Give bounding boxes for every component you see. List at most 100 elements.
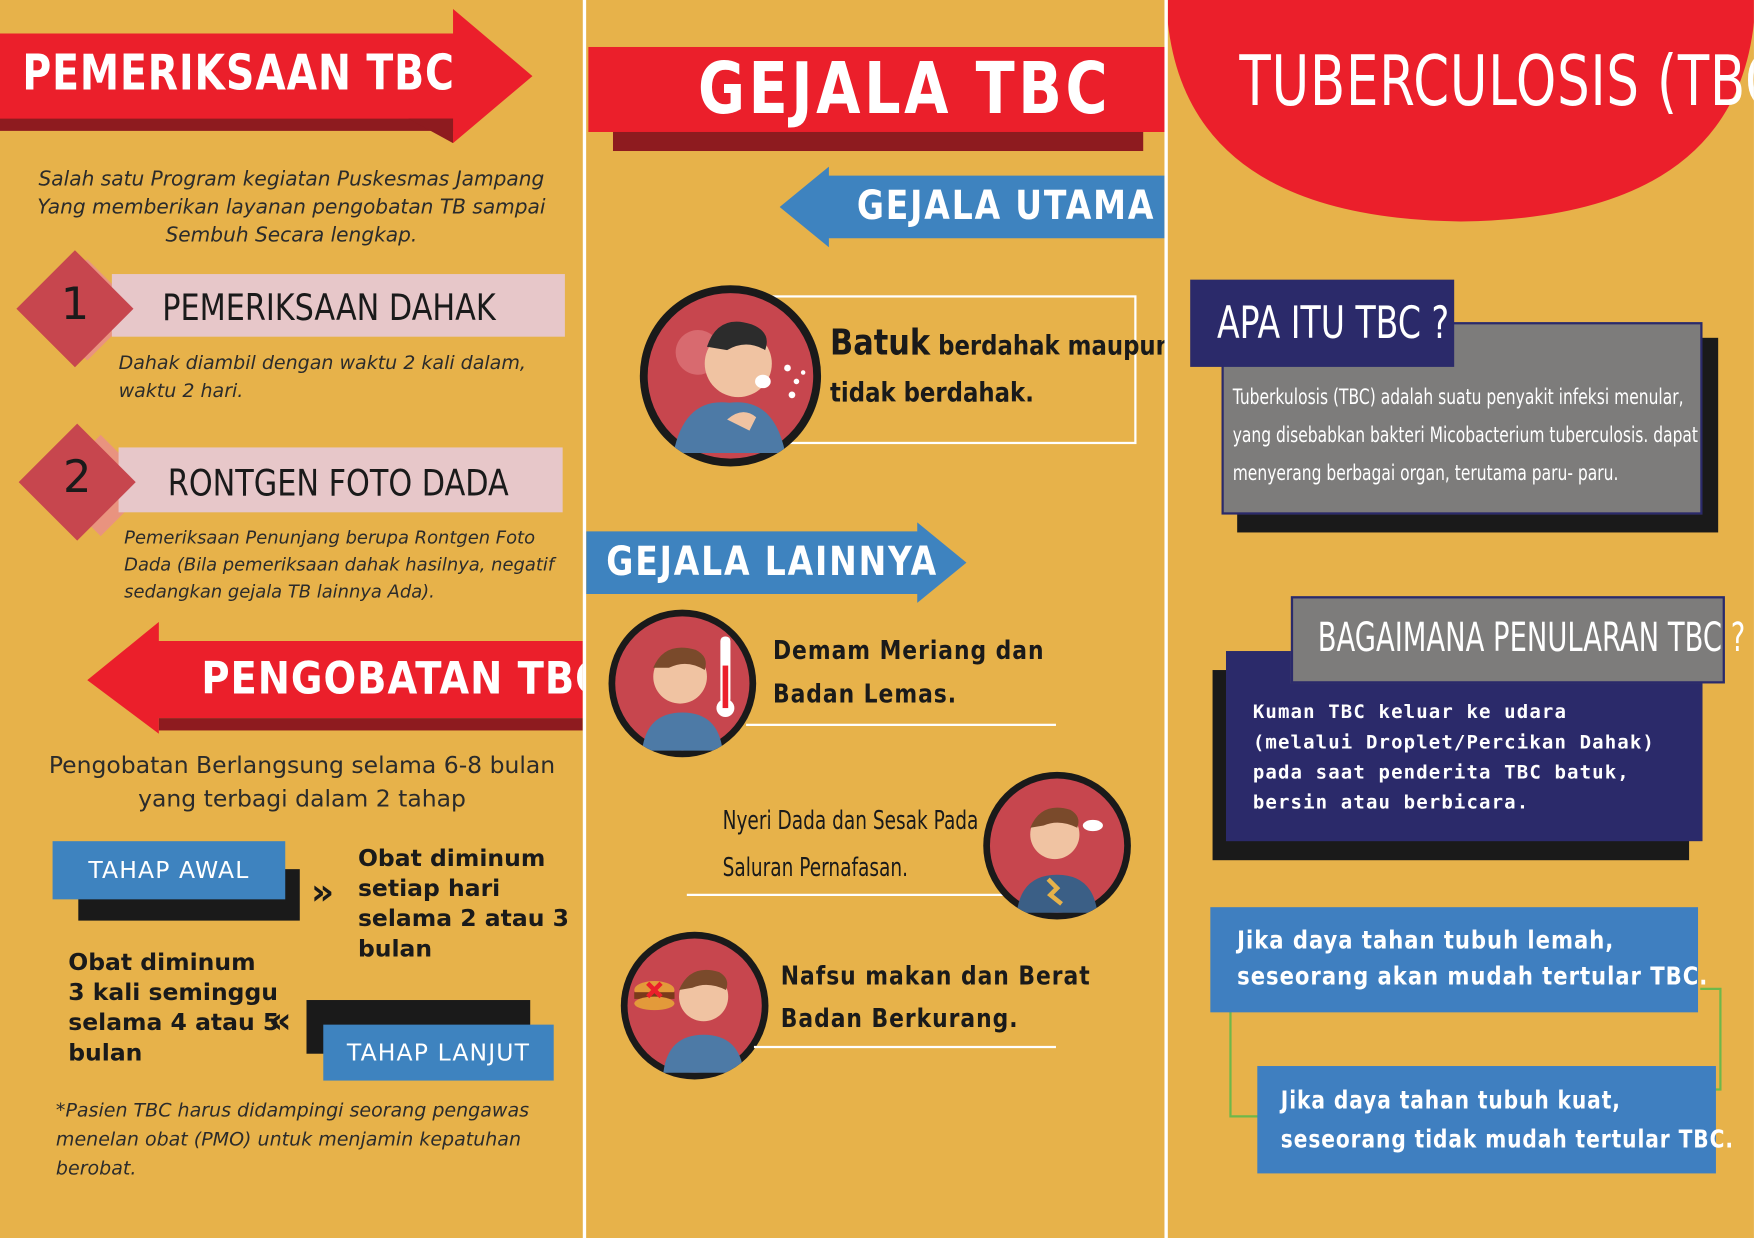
phase-desc-line: selama 2 atau 3 — [357, 904, 569, 932]
symptom-divider — [753, 1045, 1056, 1049]
other-symptoms-title: GEJALA LAINNYA — [606, 539, 939, 586]
treatment-line: yang terbagi dalam 2 tahap — [138, 785, 466, 813]
step-number: 2 — [62, 451, 92, 504]
treatment-arrow-shape — [87, 621, 583, 734]
step-desc-line: waktu 2 hari. — [118, 380, 244, 403]
page-title: PEMERIKSAAN TBC — [22, 44, 455, 102]
phase-initial-desc: Obat diminum setiap hari selama 2 atau 3… — [358, 843, 569, 964]
phase-desc-line: setiap hari — [357, 874, 501, 902]
step-label-bar — [111, 274, 565, 337]
coughing-man-icon — [639, 285, 822, 467]
strong-line: Jika daya tahan tubuh kuat, — [1280, 1087, 1621, 1116]
weak-line: Jika daya tahan tubuh lemah, — [1237, 927, 1615, 956]
step-desc-line: Dada (Bila pemeriksaan dahak hasilnya, n… — [124, 553, 555, 575]
weak-immunity-text: Jika daya tahan tubuh lemah, seseorang a… — [1237, 924, 1708, 996]
treatment-title: PENGOBATAN TBC — [201, 653, 583, 705]
phase-followup-label: TAHAP LANJUT — [323, 1024, 554, 1081]
step-1: 1 PEMERIKSAAN DAHAK Dahak diambil dengan… — [0, 250, 583, 420]
phase-followup-desc: Obat diminum 3 kali seminggu selama 4 at… — [68, 947, 279, 1068]
intro-line: Sembuh Secara lengkap. — [165, 223, 418, 248]
treatment-text: Pengobatan Berlangsung selama 6-8 bulan … — [22, 748, 581, 815]
strong-line: seseorang tidak mudah tertular TBC. — [1280, 1126, 1734, 1155]
symptom-line: Saluran Pernafasan. — [722, 853, 909, 883]
main-symptom-line: tidak berdahak. — [830, 376, 1034, 409]
intro-line: Salah satu Program kegiatan Puskesmas Ja… — [38, 167, 545, 192]
phase-arrow: « — [268, 998, 292, 1042]
what-line: menyerang berbagai organ, terutama paru-… — [1232, 460, 1619, 486]
right-panel: TUBERCULOSIS (TBC) APA ITU TBC ? Tuberku… — [1167, 0, 1754, 1238]
note-line: *Pasien TBC harus didampingi seorang pen… — [55, 1099, 530, 1122]
what-line: Tuberkulosis (TBC) adalah suatu penyakit… — [1232, 384, 1684, 410]
step-desc-line: sedangkan gejala TB lainnya Ada). — [124, 580, 435, 602]
symptom-divider — [686, 893, 1012, 896]
spread-line: pada saat penderita TBC batuk, — [1252, 761, 1630, 785]
fever-boy-icon — [608, 609, 757, 758]
spread-line: Kuman TBC keluar ke udara — [1252, 701, 1568, 724]
symptom-line: Badan Berkurang. — [780, 1004, 1019, 1034]
step-label: PEMERIKSAAN DAHAK — [162, 285, 496, 329]
title-dome — [1167, 0, 1754, 222]
symptom-text: Demam Meriang dan Badan Lemas. — [773, 630, 1045, 717]
right-title: TUBERCULOSIS (TBC) — [1239, 40, 1754, 122]
symptom-text: Nafsu makan dan Berat Badan Berkurang. — [781, 955, 1091, 1040]
treatment-line: Pengobatan Berlangsung selama 6-8 bulan — [48, 751, 556, 779]
phase-label-text: TAHAP AWAL — [88, 856, 250, 884]
other-symptoms-arrow — [586, 522, 967, 603]
no-appetite-boy-icon — [620, 931, 769, 1080]
note-line: menelan obat (PMO) untuk menjamin kepatu… — [55, 1128, 522, 1152]
spread-title: BAGAIMANA PENULARAN TBC ? — [1317, 615, 1746, 662]
symptom-line: Badan Lemas. — [772, 680, 958, 710]
intro-line: Yang memberikan layanan pengobatan TB sa… — [37, 195, 546, 220]
phase-desc-line: bulan — [68, 1039, 143, 1067]
phase-label-text: TAHAP LANJUT — [346, 1039, 531, 1067]
intro-text: Salah satu Program kegiatan Puskesmas Ja… — [0, 166, 583, 250]
spread-desc: Kuman TBC keluar ke udara (melalui Dropl… — [1253, 698, 1655, 819]
step-desc: Pemeriksaan Penunjang berupa Rontgen Fot… — [124, 525, 554, 606]
title-banner — [588, 46, 1165, 132]
spread-line: (melalui Droplet/Percikan Dahak) — [1252, 731, 1655, 754]
step-label: RONTGEN FOTO DADA — [167, 460, 509, 505]
main-symptom-keyword: Batuk — [830, 321, 931, 364]
weak-line: seseorang akan mudah tertular TBC. — [1237, 963, 1709, 992]
step-desc-line: Pemeriksaan Penunjang berupa Rontgen Fot… — [124, 526, 536, 549]
phase-desc-line: Obat diminum — [357, 844, 546, 872]
title-shadow — [612, 128, 1144, 152]
middle-panel: GEJALA TBC GEJALA UTAMA Batuk — [586, 0, 1165, 1238]
main-symptom-line: Batuk berdahak maupun — [830, 319, 1164, 369]
weak-immunity-box — [1210, 907, 1699, 1013]
strong-immunity-box — [1257, 1066, 1716, 1174]
phase-initial-label: TAHAP AWAL — [52, 841, 286, 900]
phase-arrow: » — [310, 870, 335, 913]
symptom-divider — [746, 723, 1056, 726]
step-2: 2 RONTGEN FOTO DADA Pemeriksaan Penunjan… — [0, 423, 583, 613]
strong-immunity-text: Jika daya tahan tubuh kuat, seseorang ti… — [1281, 1082, 1734, 1160]
what-line: yang disebabkan bakteri Micobacterium tu… — [1232, 422, 1699, 448]
step-number: 1 — [60, 278, 90, 330]
what-desc: Tuberkulosis (TBC) adalah suatu penyakit… — [1233, 378, 1698, 492]
spread-title-box — [1290, 596, 1725, 684]
symptom-text: Nyeri Dada dan Sesak Pada Saluran Pernaf… — [723, 798, 979, 892]
step-desc-line: Dahak diambil dengan waktu 2 kali dalam, — [118, 352, 526, 375]
phase-desc-line: 3 kali seminggu — [68, 978, 279, 1006]
main-symptom-text: berdahak maupun — [938, 329, 1165, 362]
step-desc: Dahak diambil dengan waktu 2 kali dalam,… — [119, 350, 526, 406]
chest-pain-boy-icon — [983, 771, 1131, 920]
main-symptom-desc: Batuk berdahak maupun tidak berdahak. — [830, 319, 1164, 416]
symptom-line: Nyeri Dada dan Sesak Pada — [722, 806, 979, 836]
what-title-box — [1190, 279, 1455, 367]
title-arrow-shape — [0, 8, 533, 144]
symptom-line: Demam Meriang dan — [772, 636, 1045, 666]
phase-desc-line: Obat diminum — [68, 948, 256, 976]
left-panel: PEMERIKSAAN TBC Salah satu Program kegia… — [0, 0, 583, 1238]
phase-desc-line: selama 4 atau 5 — [68, 1008, 280, 1036]
phase-desc-line: bulan — [357, 935, 433, 962]
step-label-bar — [118, 447, 563, 513]
main-symptom-title: GEJALA UTAMA — [856, 183, 1156, 230]
spread-line: bersin atau berbicara. — [1252, 791, 1530, 815]
note-line: berobat. — [55, 1157, 137, 1181]
middle-title: GEJALA TBC — [698, 48, 1112, 131]
pmo-note: *Pasien TBC harus didampingi seorang pen… — [56, 1096, 529, 1183]
what-title: APA ITU TBC ? — [1217, 297, 1450, 350]
main-symptom-arrow — [779, 166, 1165, 248]
